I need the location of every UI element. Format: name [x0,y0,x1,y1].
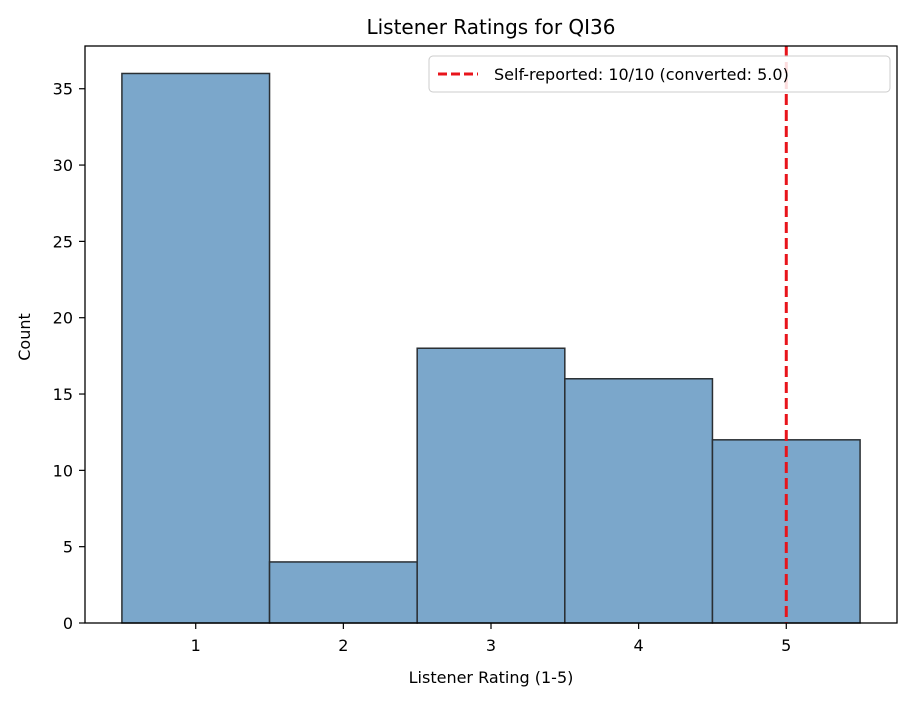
y-axis-ticks: 0 5 10 15 20 25 30 35 [53,80,85,633]
bar-rating-4 [564,378,714,624]
x-tick-label: 2 [338,636,348,655]
chart-title: Listener Ratings for QI36 [366,15,615,39]
x-tick-label: 4 [634,636,644,655]
legend: Self-reported: 10/10 (converted: 5.0) [428,55,891,93]
y-tick-label: 15 [53,385,73,404]
bar-rating-1 [121,72,271,624]
y-axis-label: Count [15,313,34,361]
y-tick-label: 5 [63,538,73,557]
x-axis-ticks: 1 2 3 4 5 [191,623,791,655]
y-tick-label: 30 [53,156,73,175]
bar-rating-3 [416,347,566,624]
y-tick-label: 10 [53,461,73,480]
y-tick-label: 0 [63,614,73,633]
legend-label: Self-reported: 10/10 (converted: 5.0) [494,65,789,84]
bar-rating-2 [268,561,418,624]
legend-box [428,55,891,93]
x-axis-label: Listener Rating (1-5) [409,668,574,687]
x-tick-label: 3 [486,636,496,655]
x-tick-label: 1 [191,636,201,655]
y-tick-label: 20 [53,309,73,328]
y-tick-label: 35 [53,80,73,99]
y-tick-label: 25 [53,232,73,251]
bars-layer [121,72,861,624]
x-tick-label: 5 [781,636,791,655]
